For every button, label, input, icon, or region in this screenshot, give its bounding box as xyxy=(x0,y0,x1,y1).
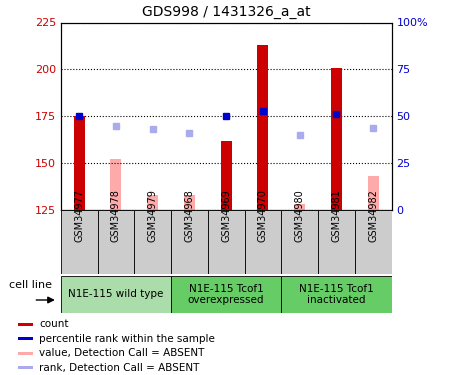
Bar xyxy=(147,195,158,210)
Text: value, Detection Call = ABSENT: value, Detection Call = ABSENT xyxy=(39,348,205,358)
Bar xyxy=(171,276,281,313)
Text: N1E-115 Tcof1
inactivated: N1E-115 Tcof1 inactivated xyxy=(299,284,374,305)
Bar xyxy=(61,210,98,274)
Bar xyxy=(110,159,122,210)
Bar xyxy=(208,210,244,274)
Text: rank, Detection Call = ABSENT: rank, Detection Call = ABSENT xyxy=(39,363,200,373)
Text: GSM34980: GSM34980 xyxy=(295,189,305,242)
Bar xyxy=(61,276,171,313)
Text: GSM34977: GSM34977 xyxy=(74,189,84,242)
Bar xyxy=(331,68,342,210)
Text: GSM34969: GSM34969 xyxy=(221,189,231,242)
Text: GSM34979: GSM34979 xyxy=(148,189,157,242)
Bar xyxy=(171,210,208,274)
Bar xyxy=(368,176,378,210)
Text: GSM34981: GSM34981 xyxy=(331,189,342,242)
Bar xyxy=(18,337,33,340)
Bar xyxy=(18,323,33,326)
Bar xyxy=(355,210,392,274)
Bar xyxy=(318,210,355,274)
Text: GSM34970: GSM34970 xyxy=(258,189,268,242)
Text: percentile rank within the sample: percentile rank within the sample xyxy=(39,334,215,344)
Bar xyxy=(184,195,195,210)
Text: N1E-115 Tcof1
overexpressed: N1E-115 Tcof1 overexpressed xyxy=(188,284,265,305)
Bar xyxy=(281,210,318,274)
Bar xyxy=(257,45,268,210)
Bar xyxy=(134,210,171,274)
Bar xyxy=(74,116,85,210)
Text: GSM34982: GSM34982 xyxy=(368,189,378,242)
Text: N1E-115 wild type: N1E-115 wild type xyxy=(68,290,163,299)
Title: GDS998 / 1431326_a_at: GDS998 / 1431326_a_at xyxy=(142,5,310,19)
Bar xyxy=(18,366,33,369)
Bar xyxy=(281,276,392,313)
Text: GSM34968: GSM34968 xyxy=(184,189,194,242)
Bar xyxy=(244,210,281,274)
Bar xyxy=(18,352,33,355)
Text: count: count xyxy=(39,319,69,329)
Bar xyxy=(220,141,232,210)
Text: GSM34978: GSM34978 xyxy=(111,189,121,242)
Bar xyxy=(98,210,134,274)
Text: cell line: cell line xyxy=(9,280,52,290)
Bar xyxy=(294,204,305,210)
